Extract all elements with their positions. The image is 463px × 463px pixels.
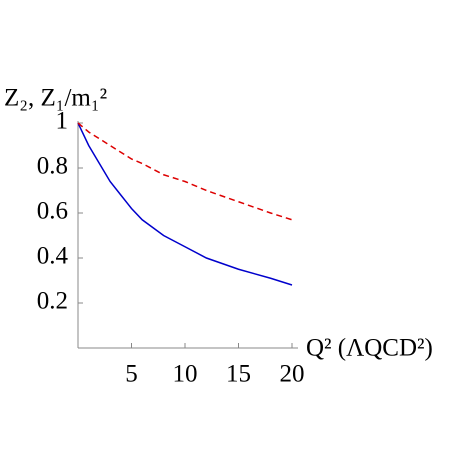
x-tick-label: 5 <box>125 361 138 388</box>
y-axis-label: Z₂, Z₁/m₁² <box>4 85 107 112</box>
line-series <box>77 122 293 286</box>
x-tick-label: 15 <box>226 361 251 388</box>
y-tick-label: 1 <box>56 108 69 135</box>
y-tick-label: 0.4 <box>37 243 69 270</box>
line-series <box>77 122 293 221</box>
y-tick-label: 0.2 <box>37 288 68 315</box>
x-tick-label: 10 <box>173 361 198 388</box>
x-tick-label: 20 <box>280 361 305 388</box>
x-axis-label: Q² (ΛQCD²) <box>306 335 433 362</box>
y-tick-label: 0.8 <box>37 153 68 180</box>
y-tick-label: 0.6 <box>37 198 68 225</box>
